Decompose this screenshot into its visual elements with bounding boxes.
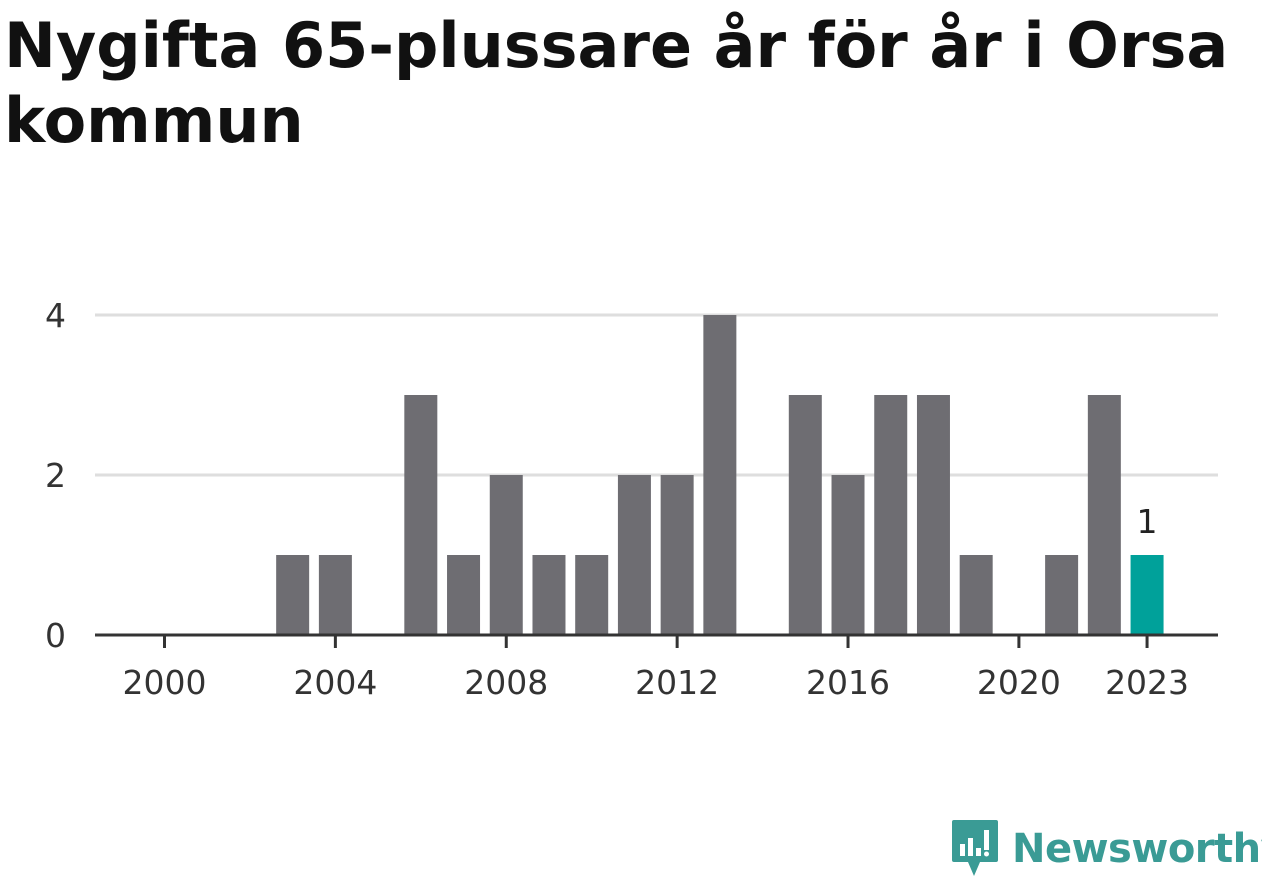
bar-2012 (660, 475, 694, 635)
bar-2010 (575, 555, 609, 635)
newsworthy-logo-icon (952, 820, 998, 876)
logo-text: Newsworthy (1012, 826, 1262, 872)
x-tick-label: 2004 (293, 663, 377, 702)
x-tick-label: 2020 (977, 663, 1061, 702)
data-label-2023: 1 (1137, 502, 1158, 541)
bar-2016 (831, 475, 865, 635)
bar-2019 (959, 555, 993, 635)
bar-2017 (874, 395, 908, 635)
newsworthy-logo: Newsworthy (950, 818, 1262, 880)
bar-2007 (447, 555, 481, 635)
bar-2018 (916, 395, 950, 635)
bar-2004 (318, 555, 352, 635)
bar-2009 (532, 555, 566, 635)
y-tick-label: 0 (45, 616, 66, 655)
x-tick-label: 2012 (635, 663, 719, 702)
bar-2011 (617, 475, 651, 635)
bar-2008 (489, 475, 523, 635)
x-tick-label: 2023 (1105, 663, 1189, 702)
bar-2023 (1130, 555, 1164, 635)
bar-2021 (1045, 555, 1079, 635)
bar-2015 (788, 395, 822, 635)
x-tick-label: 2008 (464, 663, 548, 702)
bar-2022 (1087, 395, 1121, 635)
y-tick-label: 4 (45, 296, 66, 335)
chart-title: Nygifta 65-plussare år för år i Orsa kom… (4, 9, 1229, 157)
bar-2006 (404, 395, 438, 635)
x-tick-label: 2000 (123, 663, 207, 702)
bar-2003 (276, 555, 310, 635)
y-tick-label: 2 (45, 456, 66, 495)
x-tick-label: 2016 (806, 663, 890, 702)
bar-2013 (703, 315, 737, 635)
